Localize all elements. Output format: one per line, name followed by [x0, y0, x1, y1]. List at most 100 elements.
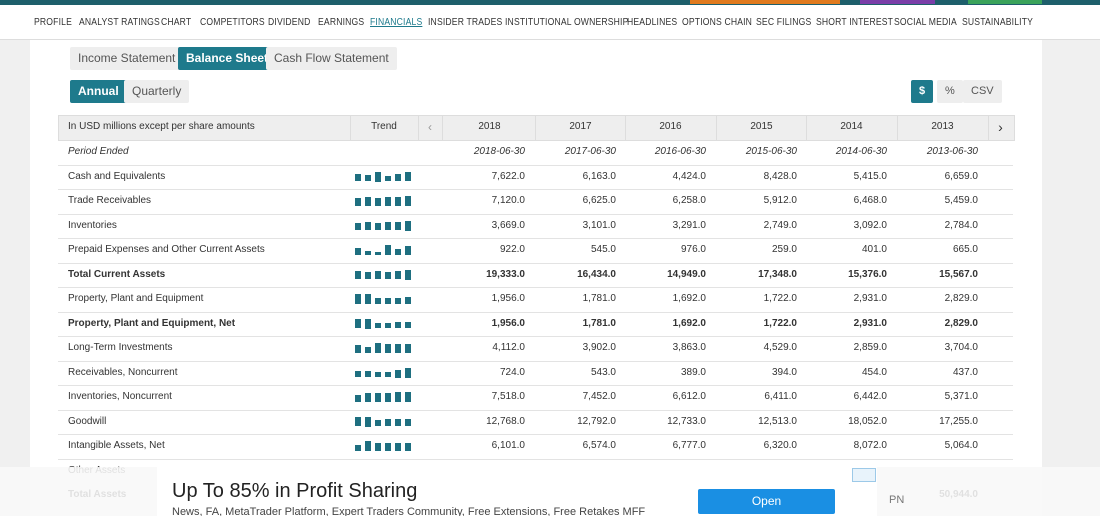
value: 6,258.0	[672, 195, 706, 206]
trend-bar	[385, 372, 391, 378]
trend-bar	[405, 343, 411, 353]
row-label: Property, Plant and Equipment, Net	[68, 317, 236, 329]
trend-bar	[395, 419, 401, 427]
value: 3,669.0	[491, 219, 525, 231]
value: 1,781.0	[582, 293, 616, 304]
nav-tab[interactable]: CHART	[161, 16, 192, 28]
trend-bar	[385, 298, 391, 304]
trend-bar	[375, 252, 381, 255]
export-button[interactable]: CSV	[963, 80, 1002, 103]
value: 1,722.0	[763, 317, 797, 329]
nav-tab[interactable]: OPTIONS CHAIN	[682, 16, 753, 28]
caption: In USD millions except per share amounts	[68, 121, 255, 132]
col-divider	[418, 115, 419, 140]
scroll-left[interactable]: ‹	[428, 120, 432, 134]
ad-close[interactable]	[852, 468, 876, 482]
nav-tab[interactable]: INSIDER TRADES	[428, 16, 503, 28]
top-strip	[0, 0, 1100, 5]
statement-tab[interactable]: Cash Flow Statement	[266, 47, 397, 70]
export-button[interactable]: $	[911, 80, 934, 103]
trend-bar	[355, 173, 361, 182]
period-tab[interactable]: Quarterly	[124, 80, 190, 103]
trend-bar	[385, 344, 391, 353]
nav-tab[interactable]: ANALYST RATINGS	[79, 16, 160, 28]
statement-tab[interactable]: Balance Sheet	[178, 47, 277, 70]
trend-bar	[365, 441, 371, 451]
nav-tab[interactable]: COMPETITORS	[200, 16, 265, 28]
period-date: 2018-06-30	[473, 146, 525, 157]
trend-bar	[385, 271, 391, 280]
value: 6,777.0	[672, 440, 706, 451]
row-border	[58, 360, 1013, 362]
nav-tab[interactable]: SEC FILINGS	[756, 16, 812, 28]
row-border	[58, 164, 1013, 166]
nav-tab[interactable]: DIVIDEND	[268, 16, 311, 28]
nav-bar	[0, 5, 1100, 40]
value: 7,518.0	[491, 391, 525, 402]
row-border	[58, 336, 1013, 337]
nav-tab[interactable]: SUSTAINABILITY	[962, 16, 1034, 28]
value: 5,064.0	[944, 440, 978, 451]
row-border	[58, 213, 1013, 215]
value: 7,452.0	[582, 391, 616, 402]
export-button[interactable]: %	[937, 80, 963, 103]
trend-bar	[395, 442, 401, 451]
period-tab[interactable]: Annual	[70, 80, 127, 103]
value: 15,376.0	[848, 268, 887, 280]
col-divider	[350, 115, 351, 140]
ad-button[interactable]: Open	[698, 489, 835, 514]
value: 12,768.0	[486, 415, 525, 427]
ad-brand: PN	[889, 494, 905, 506]
value: 2,931.0	[853, 317, 887, 329]
trend-bar	[385, 442, 391, 451]
trend-bar	[375, 171, 381, 182]
period-date: 2013-06-30	[926, 146, 978, 157]
value: 8,428.0	[763, 170, 797, 182]
trend-bar	[355, 444, 361, 451]
row-label: Intangible Assets, Net	[68, 440, 165, 451]
row-border	[58, 311, 1013, 313]
value: 5,459.0	[944, 195, 978, 206]
trend-bar	[375, 443, 381, 451]
row-border	[58, 262, 1013, 264]
value: 4,529.0	[763, 342, 797, 353]
trend-bar	[355, 394, 361, 402]
trend-bar	[355, 416, 361, 427]
value: 7,120.0	[491, 195, 525, 206]
period-date: 2015-06-30	[745, 146, 797, 157]
value: 724.0	[499, 366, 525, 378]
nav-tab[interactable]: SHORT INTEREST	[816, 16, 894, 28]
value: 389.0	[680, 366, 706, 378]
nav-tab[interactable]: HEADLINES	[627, 16, 678, 28]
trend-bar	[395, 322, 401, 329]
statement-tab[interactable]: Income Statement	[70, 47, 184, 70]
trend-bar	[365, 416, 371, 427]
trend-bar	[405, 419, 411, 427]
nav-tab[interactable]: EARNINGS	[318, 16, 365, 28]
value: 976.0	[680, 244, 706, 255]
trend-bar	[355, 344, 361, 353]
value: 7,622.0	[491, 170, 525, 182]
nav-tab[interactable]: FINANCIALS	[370, 16, 423, 28]
value: 17,255.0	[939, 415, 978, 427]
period-date: 2017-06-30	[564, 146, 616, 157]
trend-bar	[375, 270, 381, 280]
trend-bar	[385, 221, 391, 231]
col-divider	[897, 115, 898, 140]
trend-bar	[395, 344, 401, 353]
value: 2,931.0	[853, 293, 887, 304]
nav-tab[interactable]: PROFILE	[34, 16, 72, 28]
value: 922.0	[499, 244, 525, 255]
value: 2,784.0	[944, 219, 978, 231]
value: 8,072.0	[853, 440, 887, 451]
row-label: Inventories	[68, 219, 117, 231]
value: 6,101.0	[491, 440, 525, 451]
nav-tab[interactable]: INSTITUTIONAL OWNERSHIP	[505, 16, 629, 28]
scroll-right[interactable]: ›	[998, 119, 1003, 135]
value: 17,348.0	[758, 268, 797, 280]
value: 5,371.0	[944, 391, 978, 402]
row-label: Total Current Assets	[68, 268, 166, 280]
trend-bar	[375, 393, 381, 402]
value: 437.0	[952, 366, 978, 378]
nav-tab[interactable]: SOCIAL MEDIA	[894, 16, 957, 28]
